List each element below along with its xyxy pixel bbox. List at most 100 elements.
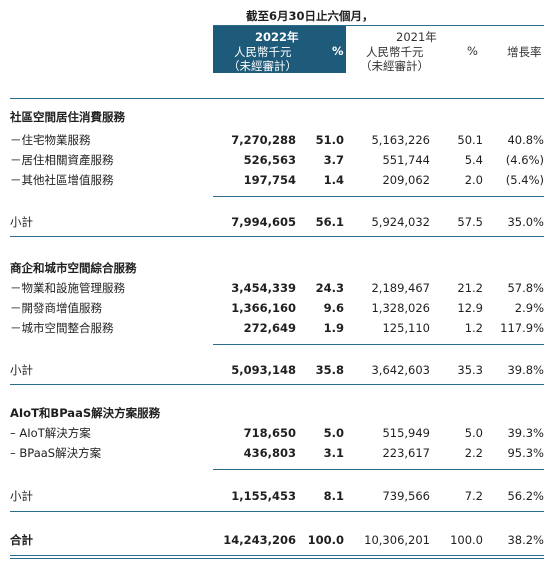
pct-2021: % bbox=[467, 44, 478, 58]
section-bottom-rule bbox=[10, 511, 544, 512]
value-2021: 5,924,032 bbox=[371, 215, 430, 229]
table-row: －開發商增值服務 1,366,160 9.6 1,328,026 12.9 2.… bbox=[0, 300, 554, 316]
pct-2022-cell: 1.9 bbox=[323, 321, 344, 335]
row-label: – AIoT解決方案 bbox=[10, 426, 91, 440]
growth-cell: 38.2% bbox=[507, 533, 544, 547]
value-2022: 5,093,148 bbox=[231, 363, 296, 377]
growth-cell: 39.3% bbox=[507, 426, 544, 440]
pct-2021-cell: 7.2 bbox=[464, 489, 483, 503]
value-2022: 272,649 bbox=[243, 321, 296, 335]
pct-2022: % bbox=[332, 44, 344, 58]
table-row: －住宅物業服務 7,270,288 51.0 5,163,226 50.1 40… bbox=[0, 132, 554, 148]
year-2021: 2021年 bbox=[396, 30, 437, 44]
row-label: －居住相關資產服務 bbox=[10, 153, 114, 167]
row-label: －住宅物業服務 bbox=[10, 133, 91, 147]
value-2022: 1,155,453 bbox=[231, 489, 296, 503]
section-title-row: AIoT和BPaaS解決方案服務 bbox=[0, 405, 554, 421]
section-title: 商企和城市空間綜合服務 bbox=[10, 261, 137, 275]
subtotal-top-rule bbox=[213, 469, 544, 470]
value-2022: 436,803 bbox=[243, 446, 296, 460]
growth-cell: 57.8% bbox=[507, 281, 544, 295]
value-2022: 7,270,288 bbox=[231, 133, 296, 147]
section-title-row: 商企和城市空間綜合服務 bbox=[0, 260, 554, 276]
pct-2022-cell: 3.1 bbox=[323, 446, 344, 460]
growth-header: 增長率 bbox=[507, 45, 542, 59]
row-label: －其他社區增值服務 bbox=[10, 173, 114, 187]
table-row: －其他社區增值服務 197,754 1.4 209,062 2.0 (5.4%) bbox=[0, 172, 554, 188]
pct-2022-cell: 51.0 bbox=[315, 133, 344, 147]
subtotal-top-rule bbox=[213, 196, 544, 197]
pct-2021-cell: 21.2 bbox=[457, 281, 483, 295]
audit-2022: （未經審計） bbox=[228, 59, 297, 73]
value-2022: 3,454,339 bbox=[231, 281, 296, 295]
pct-2022-cell: 9.6 bbox=[323, 301, 344, 315]
value-2021: 2,189,467 bbox=[371, 281, 430, 295]
value-2021: 209,062 bbox=[382, 173, 430, 187]
section-title-row: 社區空間居住消費服務 bbox=[0, 109, 554, 125]
subtotal-label: 小計 bbox=[10, 363, 33, 377]
pct-2022-cell: 3.7 bbox=[323, 153, 344, 167]
growth-cell: 40.8% bbox=[507, 133, 544, 147]
pct-2022-cell: 1.4 bbox=[323, 173, 344, 187]
header-bottom-rule bbox=[10, 98, 544, 99]
year-2022: 2022年 bbox=[255, 30, 299, 44]
pct-2021-cell: 100.0 bbox=[450, 533, 483, 547]
pct-2021-cell: 35.3 bbox=[457, 363, 483, 377]
value-2021: 515,949 bbox=[382, 426, 430, 440]
table-row: －物業和設施管理服務 3,454,339 24.3 2,189,467 21.2… bbox=[0, 280, 554, 296]
growth-cell: 2.9% bbox=[514, 301, 544, 315]
pct-2022-cell: 100.0 bbox=[307, 533, 344, 547]
table-row: – AIoT解決方案 718,650 5.0 515,949 5.0 39.3% bbox=[0, 425, 554, 441]
unit-2021: 人民幣千元 bbox=[366, 45, 424, 59]
section-title: AIoT和BPaaS解決方案服務 bbox=[10, 406, 161, 420]
pct-2021-cell: 2.0 bbox=[464, 173, 483, 187]
value-2021: 551,744 bbox=[382, 153, 430, 167]
value-2021: 10,306,201 bbox=[364, 533, 430, 547]
value-2022: 7,994,605 bbox=[231, 215, 296, 229]
subtotal-top-rule bbox=[213, 344, 544, 345]
value-2022: 1,366,160 bbox=[231, 301, 296, 315]
growth-cell: 56.2% bbox=[507, 489, 544, 503]
value-2021: 3,642,603 bbox=[371, 363, 430, 377]
table-row: – BPaaS解決方案 436,803 3.1 223,617 2.2 95.3… bbox=[0, 445, 554, 461]
total-bottom-rule bbox=[10, 555, 544, 556]
audit-2021: （未經審計） bbox=[360, 59, 429, 73]
pct-2022-cell: 8.1 bbox=[323, 489, 344, 503]
total-bottom-rule-2 bbox=[10, 558, 544, 559]
row-label: －物業和設施管理服務 bbox=[10, 281, 125, 295]
header-rule bbox=[213, 25, 544, 26]
pct-2021-cell: 5.0 bbox=[464, 426, 483, 440]
value-2021: 5,163,226 bbox=[371, 133, 430, 147]
period-heading: 截至6月30日止六個月， bbox=[246, 9, 374, 23]
pct-2022-cell: 35.8 bbox=[315, 363, 344, 377]
pct-2021-cell: 50.1 bbox=[457, 133, 483, 147]
row-label: －城市空間整合服務 bbox=[10, 321, 114, 335]
subtotal-row: 小計 7,994,605 56.1 5,924,032 57.5 35.0% bbox=[0, 214, 554, 230]
value-2022: 14,243,206 bbox=[223, 533, 296, 547]
section-bottom-rule bbox=[10, 384, 544, 385]
value-2022: 526,563 bbox=[243, 153, 296, 167]
subtotal-label: 小計 bbox=[10, 215, 33, 229]
value-2021: 1,328,026 bbox=[371, 301, 430, 315]
pct-2021-cell: 5.4 bbox=[464, 153, 483, 167]
row-label: – BPaaS解決方案 bbox=[10, 446, 102, 460]
value-2022: 197,754 bbox=[243, 173, 296, 187]
table-row: －居住相關資產服務 526,563 3.7 551,744 5.4 (4.6%) bbox=[0, 152, 554, 168]
growth-cell: 95.3% bbox=[507, 446, 544, 460]
total-label: 合計 bbox=[10, 533, 33, 547]
pct-2022-cell: 24.3 bbox=[315, 281, 344, 295]
pct-2022-cell: 56.1 bbox=[315, 215, 344, 229]
subtotal-row: 小計 5,093,148 35.8 3,642,603 35.3 39.8% bbox=[0, 362, 554, 378]
pct-2021-cell: 12.9 bbox=[457, 301, 483, 315]
growth-cell: 35.0% bbox=[507, 215, 544, 229]
pct-2022-cell: 5.0 bbox=[323, 426, 344, 440]
value-2021: 223,617 bbox=[382, 446, 430, 460]
growth-cell: (5.4%) bbox=[505, 173, 544, 187]
pct-2021-cell: 1.2 bbox=[464, 321, 483, 335]
growth-cell: (4.6%) bbox=[505, 153, 544, 167]
section-title: 社區空間居住消費服務 bbox=[10, 110, 125, 124]
value-2021: 125,110 bbox=[382, 321, 430, 335]
highlight-2022-column bbox=[213, 26, 346, 73]
unit-2022: 人民幣千元 bbox=[234, 45, 292, 59]
